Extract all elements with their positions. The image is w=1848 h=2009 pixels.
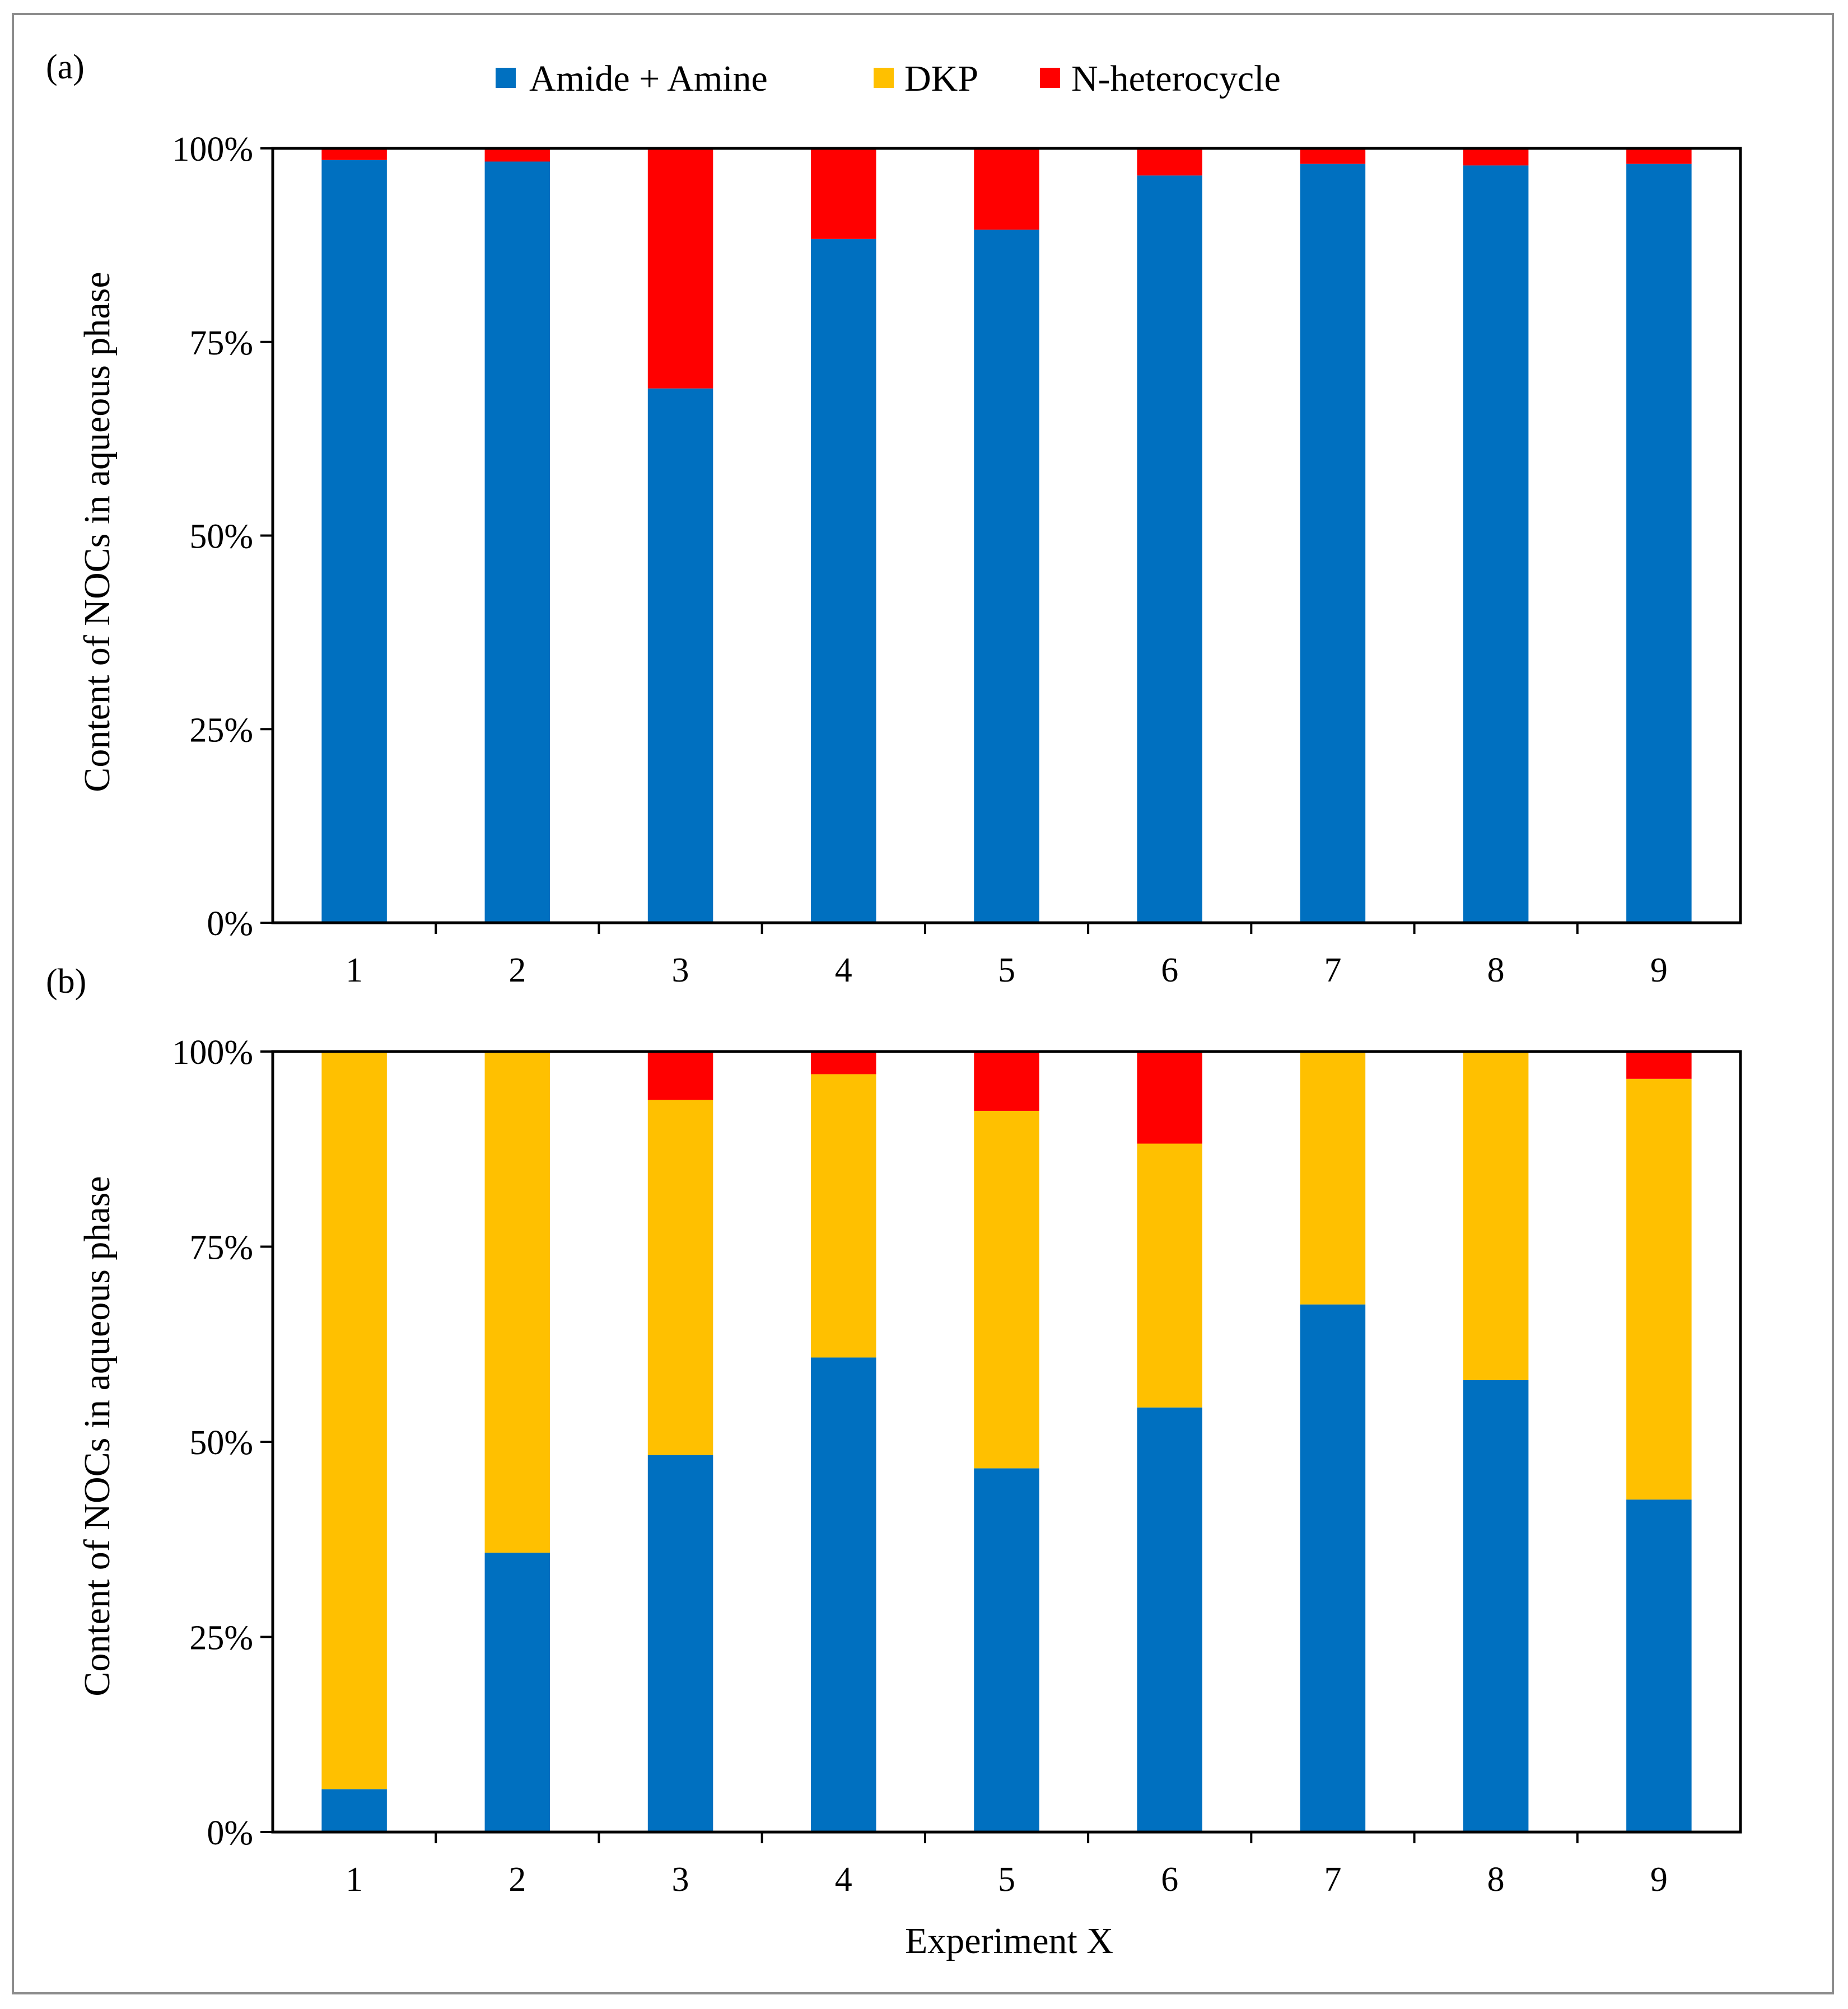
panel-a-x-tick-label: 8 bbox=[1487, 951, 1505, 989]
panel-a-bar-1-amide-amine bbox=[321, 160, 387, 923]
panel-a-x-tick-label: 9 bbox=[1650, 951, 1668, 989]
panel-b-y-tick-label: 75% bbox=[189, 1229, 253, 1267]
legend-swatch-dkp bbox=[874, 68, 894, 88]
panel-a-bar-9-n-heterocycle bbox=[1626, 148, 1692, 164]
panel-a: (a) Content of NOCs in aqueous phase 0% 2… bbox=[46, 48, 1742, 989]
panel-a-bar-5-amide-amine bbox=[974, 230, 1039, 923]
panel-b-bar-5-n-heterocycle bbox=[974, 1052, 1039, 1111]
panel-b-bar-1-dkp bbox=[321, 1052, 387, 1790]
panel-b-bar-2-dkp bbox=[484, 1052, 550, 1553]
panel-b-bar-6-n-heterocycle bbox=[1137, 1052, 1202, 1144]
panel-b-bar-7-dkp bbox=[1300, 1052, 1366, 1305]
panel-a-bar-8-amide-amine bbox=[1463, 165, 1529, 923]
panel-a-bar-4-n-heterocycle bbox=[811, 148, 876, 239]
panel-b-bar-3-dkp bbox=[647, 1100, 713, 1455]
panel-b-y-tick-label: 0% bbox=[207, 1814, 253, 1852]
panel-b-bar-5-dkp bbox=[974, 1110, 1039, 1469]
panel-b-bar-4-n-heterocycle bbox=[811, 1052, 876, 1074]
legend-label-n-heterocycle: N-heterocycle bbox=[1071, 58, 1281, 99]
panel-a-bars bbox=[321, 148, 1692, 923]
panel-b-bars bbox=[321, 1052, 1692, 1832]
panel-b-bar-2-amide-amine bbox=[484, 1552, 550, 1832]
panel-b-bar-6-dkp bbox=[1137, 1143, 1202, 1408]
panel-a-x-tick-label: 4 bbox=[835, 951, 852, 989]
panel-a-y-tick-label: 75% bbox=[189, 324, 253, 362]
panel-a-bar-7-n-heterocycle bbox=[1300, 148, 1366, 164]
panel-a-bar-9-amide-amine bbox=[1626, 163, 1692, 923]
panel-b: (b) Content of NOCs in aqueous phase 0% 2… bbox=[46, 963, 1742, 1899]
legend-swatch-n-heterocycle bbox=[1040, 68, 1060, 88]
panel-b-label: (b) bbox=[46, 963, 86, 1001]
panel-a-bar-2-amide-amine bbox=[484, 161, 550, 923]
panel-b-bar-6-amide-amine bbox=[1137, 1407, 1202, 1832]
panel-a-axes: 0% 25% 50% 75% 100% 1 2 3 4 5 6 7 8 9 bbox=[172, 130, 1742, 989]
panel-a-bar-4-amide-amine bbox=[811, 239, 876, 923]
panel-b-x-tick-label: 9 bbox=[1650, 1861, 1668, 1899]
panel-a-bar-6-amide-amine bbox=[1137, 175, 1202, 923]
panel-b-axes: 0% 25% 50% 75% 100% 1 2 3 4 5 6 7 8 9 bbox=[172, 1034, 1742, 1899]
panel-b-bar-3-n-heterocycle bbox=[647, 1052, 713, 1100]
legend-swatch-amide-amine bbox=[496, 68, 516, 88]
panel-a-x-tick-label: 2 bbox=[508, 951, 526, 989]
panel-a-bar-8-n-heterocycle bbox=[1463, 148, 1529, 166]
panel-b-y-tick-label: 50% bbox=[189, 1424, 253, 1462]
legend-label-amide-amine: Amide + Amine bbox=[529, 58, 768, 99]
panel-b-x-tick-label: 6 bbox=[1161, 1861, 1178, 1899]
panel-a-bar-6-n-heterocycle bbox=[1137, 148, 1202, 176]
panel-a-y-tick-label: 25% bbox=[189, 711, 253, 749]
panel-a-y-tick-label: 0% bbox=[207, 905, 253, 943]
panel-b-x-tick-label: 8 bbox=[1487, 1861, 1505, 1899]
panel-b-x-tick-label: 2 bbox=[508, 1861, 526, 1899]
legend: Amide + Amine DKP N-heterocycle bbox=[496, 58, 1281, 99]
panel-a-y-tick-label: 100% bbox=[172, 130, 253, 169]
panel-a-x-tick-label: 1 bbox=[346, 951, 363, 989]
figure-border bbox=[12, 13, 1834, 1994]
panel-a-x-tick-label: 7 bbox=[1324, 951, 1341, 989]
panel-b-bar-1-amide-amine bbox=[321, 1789, 387, 1832]
legend-label-dkp: DKP bbox=[904, 58, 978, 99]
panel-a-x-tick-label: 5 bbox=[998, 951, 1015, 989]
panel-b-bar-7-amide-amine bbox=[1300, 1304, 1366, 1832]
panel-b-bar-4-amide-amine bbox=[811, 1357, 876, 1832]
panel-b-x-tick-label: 1 bbox=[346, 1861, 363, 1899]
panel-a-bar-2-n-heterocycle bbox=[484, 148, 550, 162]
panel-b-bar-8-amide-amine bbox=[1463, 1380, 1529, 1832]
panel-a-bar-1-n-heterocycle bbox=[321, 148, 387, 160]
panel-b-bar-5-amide-amine bbox=[974, 1468, 1039, 1832]
panel-a-y-axis-title: Content of NOCs in aqueous phase bbox=[77, 272, 118, 792]
panel-b-bar-4-dkp bbox=[811, 1074, 876, 1358]
panel-a-x-tick-label: 3 bbox=[672, 951, 689, 989]
panel-b-bar-3-amide-amine bbox=[647, 1455, 713, 1832]
panel-a-bar-3-amide-amine bbox=[647, 388, 713, 923]
panel-a-bar-7-amide-amine bbox=[1300, 163, 1366, 923]
panel-b-bar-9-amide-amine bbox=[1626, 1499, 1692, 1832]
panel-b-x-tick-label: 3 bbox=[672, 1861, 689, 1899]
panel-b-x-tick-label: 5 bbox=[998, 1861, 1015, 1899]
panel-a-label: (a) bbox=[46, 48, 85, 86]
panel-b-x-tick-label: 7 bbox=[1324, 1861, 1341, 1899]
panel-b-y-tick-label: 100% bbox=[172, 1034, 253, 1072]
panel-a-bar-5-n-heterocycle bbox=[974, 148, 1039, 230]
x-axis-title: Experiment X bbox=[905, 1921, 1113, 1961]
panel-b-y-tick-label: 25% bbox=[189, 1619, 253, 1657]
panel-b-x-tick-label: 4 bbox=[835, 1861, 852, 1899]
panel-a-x-tick-label: 6 bbox=[1161, 951, 1178, 989]
panel-a-bar-3-n-heterocycle bbox=[647, 148, 713, 389]
panel-a-y-tick-label: 50% bbox=[189, 518, 253, 556]
panel-b-bar-9-n-heterocycle bbox=[1626, 1052, 1692, 1079]
panel-b-bar-8-dkp bbox=[1463, 1052, 1529, 1380]
panel-b-y-axis-title: Content of NOCs in aqueous phase bbox=[77, 1176, 118, 1696]
panel-b-bar-9-dkp bbox=[1626, 1078, 1692, 1500]
